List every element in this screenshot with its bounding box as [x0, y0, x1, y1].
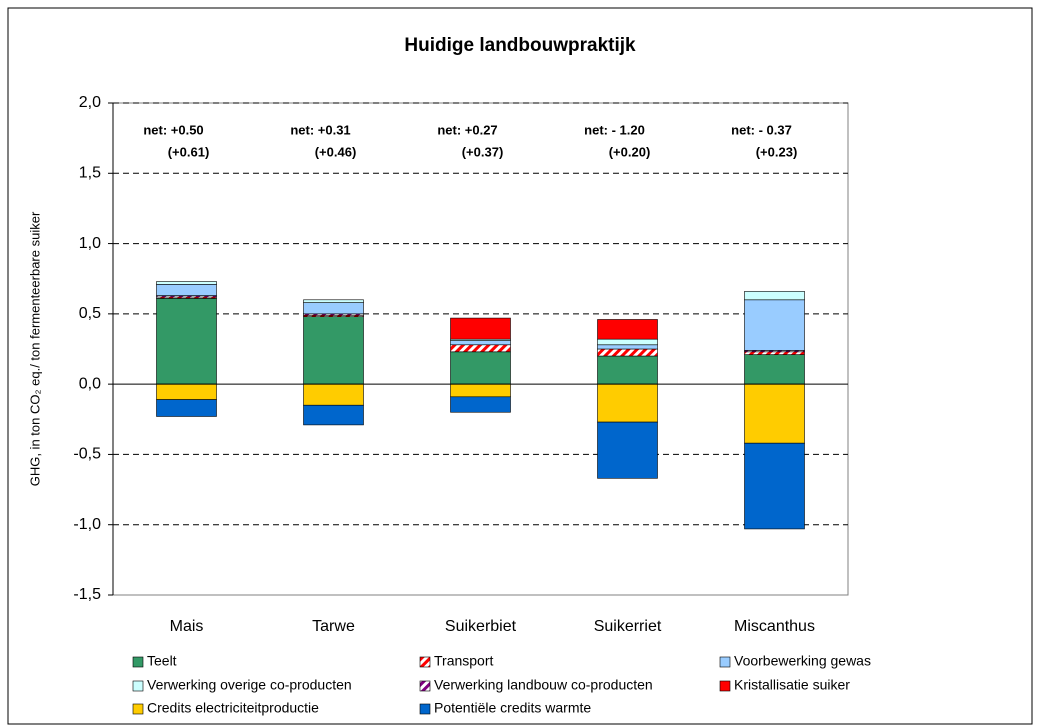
bar-segment [597, 319, 658, 340]
y-tick-label: 1,5 [79, 165, 101, 182]
bar-segment [597, 355, 658, 385]
bar-segment [450, 351, 511, 385]
legend-swatch [132, 703, 144, 715]
bar-segment [450, 396, 511, 413]
x-tick-label: Suikerbiet [445, 618, 517, 635]
bar-segment [744, 383, 805, 444]
bar-segment [303, 316, 364, 385]
bar-segment [303, 302, 364, 315]
x-tick-label: Tarwe [312, 618, 355, 635]
bar-segment [156, 284, 217, 296]
bar-segment [450, 344, 511, 353]
annotation: (+0.23) [756, 144, 798, 159]
legend-swatch [419, 656, 431, 668]
y-tick-label: -1,5 [73, 586, 101, 603]
y-tick-label: 2,0 [79, 94, 101, 111]
annotation: (+0.61) [168, 144, 210, 159]
annotation: net: +0.27 [437, 122, 497, 137]
legend-label: Verwerking landbouw co-producten [434, 677, 653, 693]
bar-segment [156, 383, 217, 400]
bar-segment [597, 348, 658, 357]
x-tick-label: Miscanthus [734, 618, 815, 635]
x-tick-label: Mais [170, 618, 204, 635]
legend-label: Voorbewerking gewas [734, 653, 871, 669]
bar-segment [303, 299, 364, 303]
legend-label: Teelt [147, 653, 177, 669]
y-tick-label: 0,5 [79, 305, 101, 322]
chart-title: Huidige landbouwpraktijk [404, 35, 636, 56]
bar-segment [156, 298, 217, 385]
bar-segment [597, 421, 658, 479]
bar-segment [303, 404, 364, 426]
legend-label: Credits electriciteitproductie [147, 700, 319, 716]
y-axis-label: GHG, in ton CO₂ eq./ ton fermenteerbare … [27, 211, 42, 486]
y-tick-label: -1,0 [73, 516, 101, 533]
annotation: net: - 1.20 [584, 122, 645, 137]
legend-swatch [419, 703, 431, 715]
bar-segment [744, 291, 805, 301]
bar-segment [450, 340, 511, 346]
legend-label: Transport [434, 653, 494, 669]
legend-swatch [132, 680, 144, 692]
bar-segment [597, 383, 658, 423]
annotation: (+0.46) [315, 144, 357, 159]
legend-swatch [719, 680, 731, 692]
bar-segment [597, 344, 658, 350]
bar-segment [156, 399, 217, 417]
x-tick-label: Suikerriet [594, 618, 662, 635]
annotation: net: +0.50 [143, 122, 203, 137]
bar-segment [450, 383, 511, 398]
annotation: (+0.37) [462, 144, 504, 159]
annotation: net: +0.31 [290, 122, 350, 137]
bar-segment [303, 383, 364, 406]
legend-label: Verwerking overige co-producten [147, 677, 352, 693]
legend-label: Potentiële credits warmte [434, 700, 591, 716]
bar-segment [744, 351, 805, 355]
bar-segment [744, 442, 805, 530]
bar-segment [744, 299, 805, 351]
bar-segment [597, 338, 658, 346]
y-tick-label: 1,0 [79, 235, 101, 252]
legend-swatch [132, 656, 144, 668]
y-tick-label: -0,5 [73, 446, 101, 463]
annotation: (+0.20) [609, 144, 651, 159]
bar-segment [450, 317, 511, 340]
legend-swatch [719, 656, 731, 668]
bar-segment [156, 281, 217, 285]
annotation: net: - 0.37 [731, 122, 792, 137]
y-tick-label: 0,0 [79, 375, 101, 392]
legend-label: Kristallisatie suiker [734, 677, 850, 693]
legend-swatch [419, 680, 431, 692]
bar-segment [744, 354, 805, 385]
